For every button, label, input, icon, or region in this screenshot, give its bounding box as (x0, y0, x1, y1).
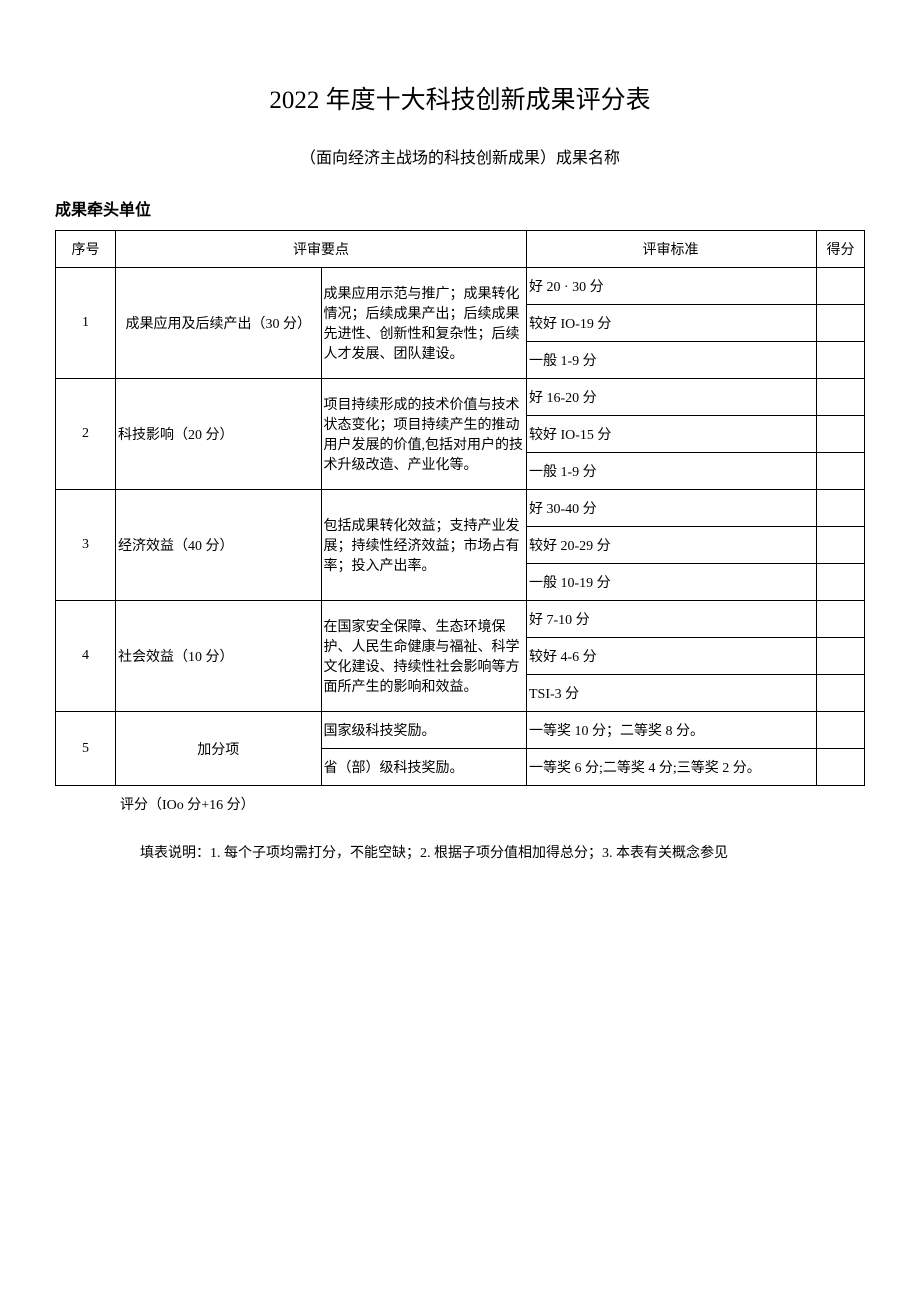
table-row: 1 成果应用及后续产出（30 分） 成果应用示范与推广；成果转化情况；后续成果产… (56, 268, 865, 305)
row-criteria: 较好 IO-19 分 (527, 305, 817, 342)
row-category: 加分项 (116, 712, 322, 786)
header-num: 序号 (56, 231, 116, 268)
row-score-cell (817, 490, 865, 527)
table-row: 5 加分项 国家级科技奖励。 一等奖 10 分；二等奖 8 分。 (56, 712, 865, 749)
row-criteria: 一等奖 6 分;二等奖 4 分;三等奖 2 分。 (527, 749, 817, 786)
row-criteria: 较好 20-29 分 (527, 527, 817, 564)
row-category: 社会效益（10 分） (116, 601, 322, 712)
row-criteria: TSI-3 分 (527, 675, 817, 712)
row-num: 4 (56, 601, 116, 712)
row-detail: 成果应用示范与推广；成果转化情况；后续成果产出；后续成果先进性、创新性和复杂性；… (321, 268, 527, 379)
row-detail: 省（部）级科技奖励。 (321, 749, 527, 786)
row-category: 科技影响（20 分） (116, 379, 322, 490)
row-category: 经济效益（40 分） (116, 490, 322, 601)
row-detail: 包括成果转化效益；支持产业发展；持续性经济效益；市场占有率；投入产出率。 (321, 490, 527, 601)
row-detail: 在国家安全保障、生态环境保护、人民生命健康与福祉、科学文化建设、持续性社会影响等… (321, 601, 527, 712)
subtitle: （面向经济主战场的科技创新成果）成果名称 (55, 144, 865, 168)
row-score-cell (817, 527, 865, 564)
row-criteria: 一等奖 10 分；二等奖 8 分。 (527, 712, 817, 749)
row-criteria: 好 7-10 分 (527, 601, 817, 638)
table-row: 4 社会效益（10 分） 在国家安全保障、生态环境保护、人民生命健康与福祉、科学… (56, 601, 865, 638)
row-score-cell (817, 268, 865, 305)
page-title: 2022 年度十大科技创新成果评分表 (55, 80, 865, 116)
total-score-label: 评分（IOo 分+16 分） (120, 794, 865, 814)
row-num: 2 (56, 379, 116, 490)
row-score-cell (817, 601, 865, 638)
row-score-cell (817, 416, 865, 453)
header-keypoints: 评审要点 (116, 231, 527, 268)
header-criteria: 评审标准 (527, 231, 817, 268)
footer-note: 填表说明：1. 每个子项均需打分，不能空缺；2. 根据子项分值相加得总分；3. … (140, 842, 865, 862)
row-score-cell (817, 675, 865, 712)
row-num: 1 (56, 268, 116, 379)
row-criteria: 好 20 · 30 分 (527, 268, 817, 305)
row-score-cell (817, 305, 865, 342)
scoring-table: 序号 评审要点 评审标准 得分 1 成果应用及后续产出（30 分） 成果应用示范… (55, 230, 865, 786)
row-score-cell (817, 749, 865, 786)
row-score-cell (817, 379, 865, 416)
row-criteria: 一般 1-9 分 (527, 453, 817, 490)
row-criteria: 好 30-40 分 (527, 490, 817, 527)
header-score: 得分 (817, 231, 865, 268)
table-header-row: 序号 评审要点 评审标准 得分 (56, 231, 865, 268)
table-row: 2 科技影响（20 分） 项目持续形成的技术价值与技术状态变化；项目持续产生的推… (56, 379, 865, 416)
row-criteria: 较好 IO-15 分 (527, 416, 817, 453)
row-criteria: 好 16-20 分 (527, 379, 817, 416)
row-score-cell (817, 453, 865, 490)
row-score-cell (817, 342, 865, 379)
row-category: 成果应用及后续产出（30 分） (116, 268, 322, 379)
row-num: 3 (56, 490, 116, 601)
table-row: 3 经济效益（40 分） 包括成果转化效益；支持产业发展；持续性经济效益；市场占… (56, 490, 865, 527)
row-detail: 国家级科技奖励。 (321, 712, 527, 749)
row-score-cell (817, 712, 865, 749)
org-label: 成果牵头单位 (55, 196, 865, 220)
row-detail: 项目持续形成的技术价值与技术状态变化；项目持续产生的推动用户发展的价值,包括对用… (321, 379, 527, 490)
row-score-cell (817, 638, 865, 675)
row-criteria: 一般 1-9 分 (527, 342, 817, 379)
row-criteria: 一般 10-19 分 (527, 564, 817, 601)
row-num: 5 (56, 712, 116, 786)
row-score-cell (817, 564, 865, 601)
row-criteria: 较好 4-6 分 (527, 638, 817, 675)
